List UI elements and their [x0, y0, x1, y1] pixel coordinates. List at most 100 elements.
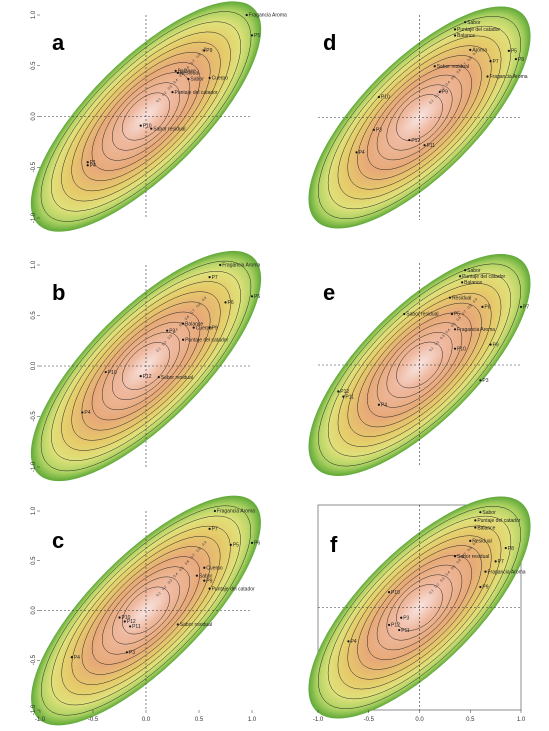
contour-label: 0.2: [161, 585, 167, 591]
contour-line: [337, 525, 502, 690]
data-point: [489, 343, 492, 346]
data-point: [139, 124, 142, 127]
x-tick-label: 0.5: [466, 717, 475, 723]
data-point: [337, 390, 340, 393]
contour-line: [71, 291, 221, 441]
contour-label: 0.1: [155, 591, 161, 597]
point-label: P4: [90, 163, 96, 169]
panel-letter: e: [323, 280, 335, 305]
data-point: [423, 144, 426, 147]
point-label: Fragancia Aroma: [457, 327, 495, 333]
data-point: [464, 21, 467, 24]
contour-label: 0.7: [461, 310, 467, 316]
point-label: Cuerpo: [212, 76, 229, 82]
y-tick-label: -1.0: [31, 212, 37, 223]
contour-line: [367, 312, 472, 418]
contour-line: [386, 84, 453, 151]
contour-label: 0.8: [467, 303, 473, 309]
point-label: Sabor: [199, 573, 213, 579]
point-label: Balance: [477, 525, 495, 531]
contour-label: 0.3: [439, 86, 445, 92]
heatmap-fill: [308, 6, 531, 229]
data-point: [377, 95, 380, 99]
data-point: [474, 526, 477, 529]
point-label: Puntaje del catador: [477, 518, 520, 524]
point-label: Fragancia Aroma: [217, 509, 255, 515]
data-point: [464, 269, 467, 272]
contour-label: 0.1: [428, 589, 434, 595]
point-label: P12: [143, 374, 152, 380]
heatmap-region: 0.90.80.70.60.50.40.30.20.1: [308, 254, 531, 476]
y-tick-label: 0.5: [31, 61, 37, 70]
data-point: [129, 625, 132, 628]
panel-letter: a: [52, 30, 65, 55]
point-label: P9: [206, 578, 212, 584]
data-point: [70, 656, 73, 659]
contour-line: [327, 25, 512, 210]
point-label: Sabor residual: [406, 312, 438, 318]
point-label: P3: [129, 650, 135, 656]
panel-f: 0.90.80.70.60.50.40.30.20.1-1.0 -0.5 0.0 0.…: [308, 496, 531, 723]
point-label: P8: [508, 546, 514, 552]
data-point: [195, 574, 198, 577]
panel-d: 0.90.80.70.60.50.40.30.20.1SaborPuntaje …: [308, 6, 531, 229]
contour-label: 0.4: [445, 328, 451, 334]
contour-label: 0.7: [190, 59, 196, 65]
data-point: [219, 263, 222, 267]
y-tick-label: -1.0: [31, 461, 37, 472]
point-label: P10: [381, 95, 390, 101]
contour-label: 0.6: [456, 316, 462, 322]
contour-label: 0.5: [178, 566, 184, 572]
data-point: [224, 301, 227, 304]
point-label: P9: [493, 342, 499, 348]
data-point: [481, 305, 484, 308]
point-label: P5: [254, 33, 260, 39]
point-label: P12: [411, 138, 420, 144]
contour-line: [347, 45, 492, 190]
y-tick-label: 0.0: [31, 112, 37, 121]
data-point: [479, 379, 482, 382]
point-label: Sabor residual: [457, 554, 489, 560]
point-label: Sabor residual: [153, 126, 185, 132]
contour-line: [101, 321, 191, 411]
contour-label: 0.7: [190, 308, 196, 314]
contour-line: [386, 574, 453, 641]
data-point: [474, 519, 477, 522]
contour-label: 0.8: [195, 302, 201, 308]
contour-line: [81, 546, 211, 675]
data-point: [479, 511, 482, 514]
contour-line: [40, 260, 252, 472]
point-label: P10: [143, 123, 152, 129]
data-point: [118, 616, 121, 619]
data-point: [453, 347, 457, 350]
contour-line: [357, 545, 482, 670]
point-label: P4: [381, 402, 387, 408]
point-label: Fragancia Aroma: [222, 263, 260, 269]
contour-line: [327, 515, 512, 700]
data-point: [387, 623, 391, 627]
contour-label: 0.8: [466, 56, 472, 62]
heatmap-region: 0.90.80.70.60.50.40.30.20.1: [30, 1, 262, 232]
point-label: Cuerpo: [206, 565, 223, 571]
contour-label: 0.6: [184, 559, 190, 565]
data-point: [203, 566, 206, 569]
data-point: [469, 48, 472, 51]
data-point: [250, 34, 254, 37]
point-label: Puntaje del catador: [212, 586, 255, 592]
heatmap-fill: [30, 1, 262, 232]
x-tick-label: 1.0: [517, 717, 526, 723]
contour-label: 0.2: [434, 92, 440, 98]
contour-line: [41, 505, 251, 716]
point-label: P9: [442, 90, 448, 96]
panel-e: 0.90.80.70.60.50.40.30.20.1SaborPuntaje …: [308, 254, 531, 476]
contour-line: [376, 74, 463, 161]
y-tick-label: 1.0: [31, 10, 37, 19]
contour-line: [376, 322, 463, 408]
point-label: P7: [523, 305, 529, 311]
data-point: [448, 296, 452, 299]
data-point: [125, 651, 129, 654]
contour-line: [367, 65, 472, 170]
data-point: [408, 138, 411, 142]
contour-line: [367, 555, 472, 660]
